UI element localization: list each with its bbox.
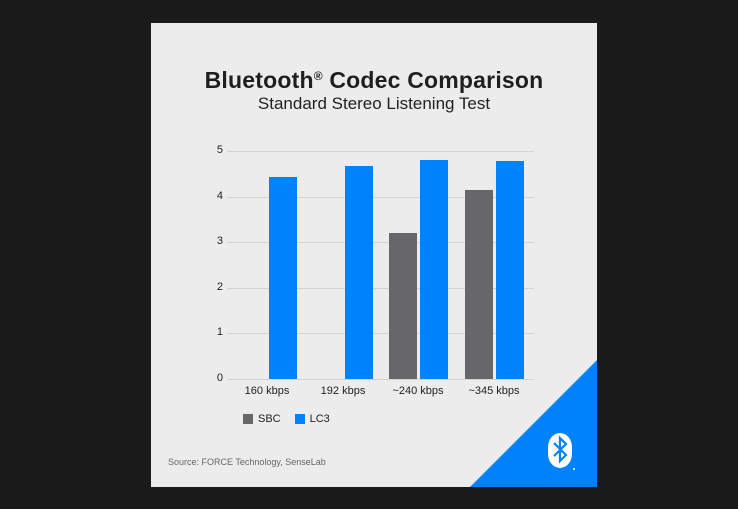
y-tick-label: 3	[216, 235, 223, 248]
y-tick-label: 4	[216, 189, 223, 202]
gridline	[227, 333, 534, 335]
plot-area: 0 1 2 3 4 5 160 kbps 192 kbps ~240 kbps ~345 kbps	[151, 23, 597, 487]
bar-lc3	[495, 161, 524, 379]
gridline	[227, 151, 534, 152]
gridline	[227, 242, 534, 244]
gridline	[227, 379, 534, 380]
legend-item-lc3: LC3	[294, 413, 330, 425]
chart-title: Bluetooth® Codec Comparison	[204, 67, 544, 93]
gridline	[227, 287, 534, 289]
legend: SBC LC3	[243, 413, 344, 425]
bar-lc3	[419, 160, 448, 379]
source-note: Source: FORCE Technology, SenseLab	[168, 457, 326, 467]
bar-sbc	[464, 190, 493, 379]
bar-lc3	[344, 166, 373, 379]
bluetooth-logo-icon	[548, 433, 575, 470]
bar-sbc	[388, 233, 417, 379]
y-tick-label: 2	[216, 280, 223, 293]
chart-card: Bluetooth® Codec Comparison Standard Ste…	[151, 23, 597, 487]
y-tick-label: 0	[216, 372, 223, 384]
x-tick-label: ~240 kbps	[392, 385, 444, 397]
x-tick-label: 192 kbps	[320, 385, 366, 397]
y-tick-label: 1	[216, 326, 223, 339]
y-tick-label: 5	[216, 144, 223, 156]
gridline	[227, 196, 534, 198]
legend-item-sbc: SBC	[243, 413, 281, 425]
legend-swatch-sbc	[243, 414, 253, 424]
bar-lc3	[268, 176, 297, 379]
legend-swatch-lc3	[294, 414, 305, 424]
chart-subtitle: Standard Stereo Listening Test	[257, 94, 491, 113]
corner-triangle	[470, 360, 597, 487]
x-tick-label: ~345 kbps	[468, 385, 520, 397]
x-tick-label: 160 kbps	[244, 385, 290, 397]
